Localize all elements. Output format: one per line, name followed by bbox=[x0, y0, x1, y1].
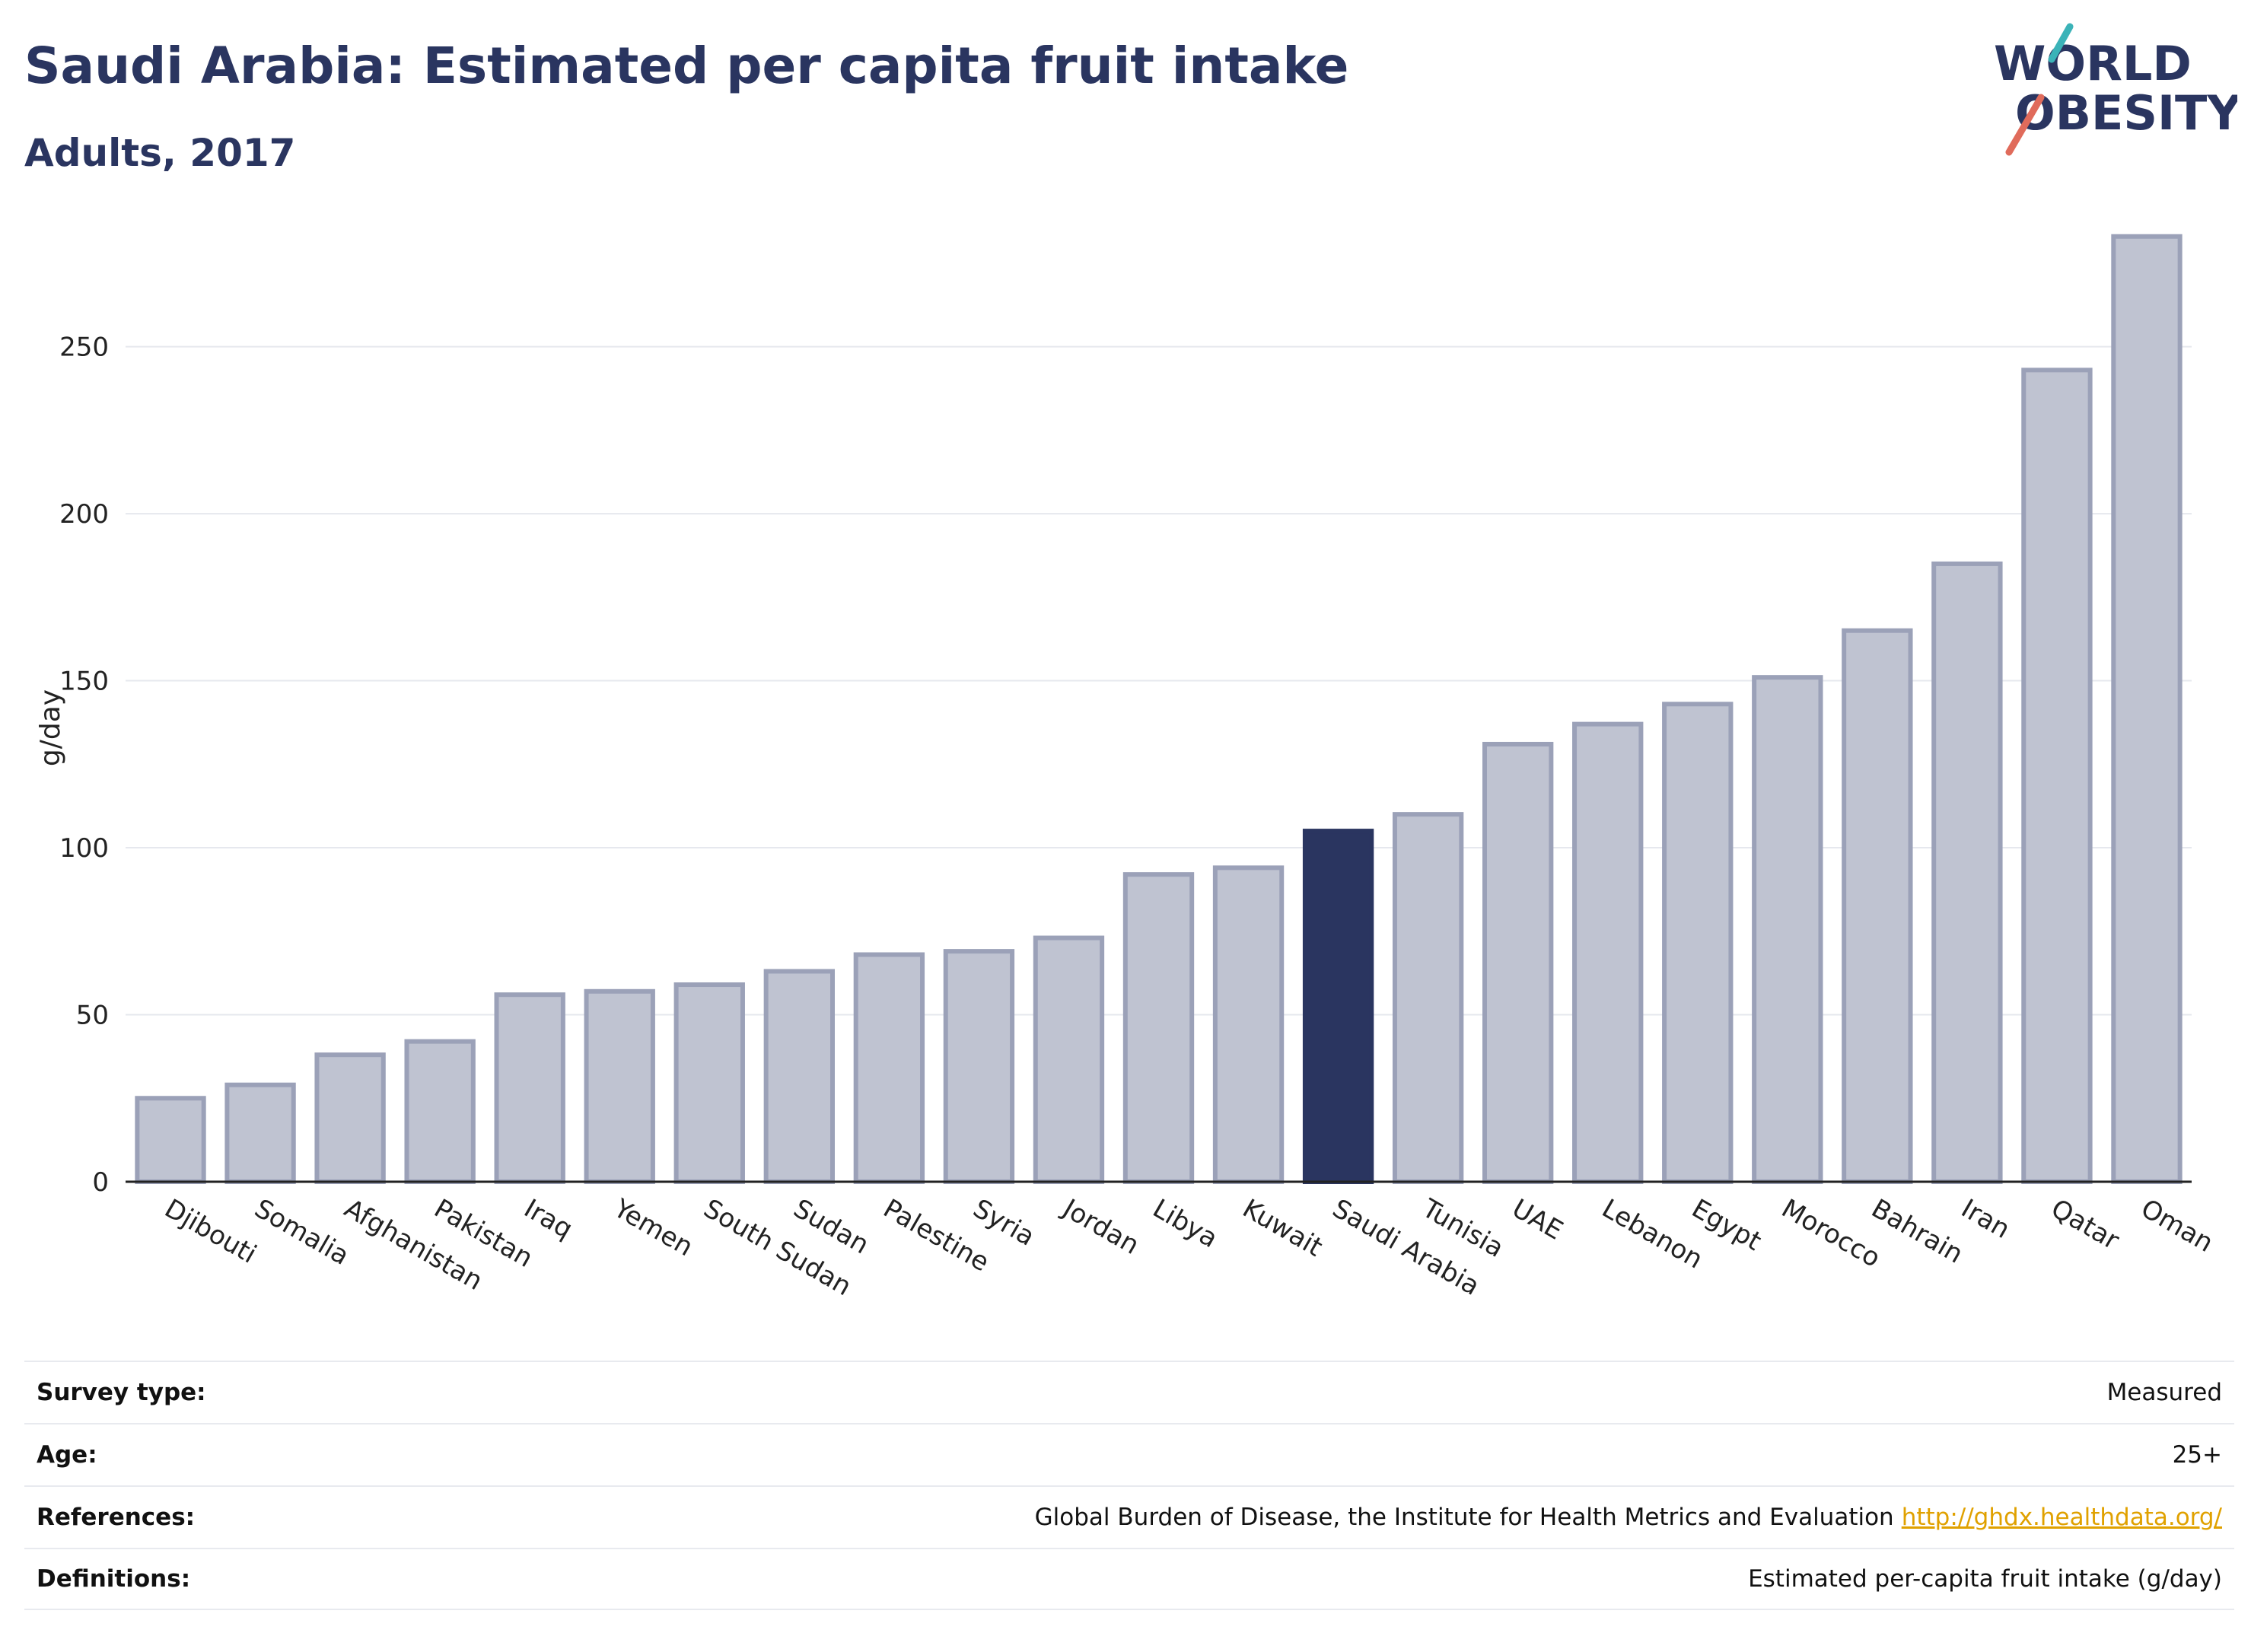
bars-layer bbox=[135, 234, 2183, 1185]
info-label: Survey type: bbox=[37, 1379, 206, 1406]
x-tick-label: Jordan bbox=[1056, 1192, 1144, 1261]
x-tick-label: Iran bbox=[1956, 1193, 2014, 1245]
y-tick-label: 200 bbox=[59, 499, 109, 530]
x-tick-label: Iraq bbox=[519, 1193, 578, 1245]
bar bbox=[2021, 368, 2093, 1184]
x-tick-label: Kuwait bbox=[1237, 1193, 1327, 1262]
bar bbox=[1122, 872, 1195, 1184]
bar bbox=[943, 949, 1015, 1184]
svg-text:WORLD: WORLD bbox=[1994, 36, 2192, 91]
info-value: Estimated per-capita fruit intake (g/day… bbox=[1748, 1565, 2222, 1593]
bar bbox=[224, 1082, 296, 1184]
bar-chart: 0 50 100 150 200 250 DjiboutiSomaliaAfghanist… bbox=[35, 234, 2219, 1302]
info-value: Global Burden of Disease, the Institute … bbox=[1034, 1504, 2222, 1531]
info-value: 25+ bbox=[2172, 1441, 2222, 1469]
x-tick-label: UAE bbox=[1507, 1193, 1568, 1246]
y-tick-label: 100 bbox=[59, 833, 109, 864]
bar bbox=[404, 1039, 476, 1185]
bar bbox=[853, 952, 925, 1184]
bar bbox=[1662, 702, 1734, 1184]
bar bbox=[1842, 628, 1913, 1184]
bar bbox=[673, 982, 745, 1185]
svg-text:OBESITY: OBESITY bbox=[2015, 85, 2237, 141]
info-row-age: Age: 25+ bbox=[24, 1423, 2234, 1485]
y-axis-title: g/day bbox=[35, 689, 66, 766]
bar bbox=[2111, 234, 2183, 1185]
bar bbox=[1482, 741, 1554, 1184]
y-tick-labels: 0 50 100 150 200 250 bbox=[59, 333, 109, 1198]
info-row-definitions: Definitions: Estimated per-capita fruit … bbox=[24, 1548, 2234, 1610]
bar-highlighted bbox=[1302, 829, 1374, 1184]
y-tick-label: 50 bbox=[76, 1001, 109, 1031]
bar bbox=[1033, 935, 1105, 1184]
y-tick-label: 0 bbox=[92, 1167, 109, 1198]
bar bbox=[314, 1052, 386, 1185]
bar bbox=[1212, 865, 1285, 1185]
x-tick-label: Bahrain bbox=[1866, 1193, 1968, 1269]
x-tick-label: Oman bbox=[2135, 1193, 2218, 1259]
bar bbox=[763, 969, 836, 1185]
bar bbox=[1931, 561, 2003, 1184]
bar bbox=[1572, 721, 1644, 1184]
x-tick-label: Yemen bbox=[608, 1193, 699, 1263]
bar bbox=[584, 988, 655, 1185]
info-label: Definitions: bbox=[37, 1565, 191, 1593]
x-tick-label: Qatar bbox=[2046, 1193, 2124, 1256]
info-row-survey-type: Survey type: Measured bbox=[24, 1361, 2234, 1423]
x-tick-label: Somalia bbox=[250, 1193, 355, 1272]
bar bbox=[1752, 675, 1823, 1184]
x-tick-label: Morocco bbox=[1776, 1193, 1885, 1274]
chart-subtitle: Adults, 2017 bbox=[24, 131, 296, 175]
info-table: Survey type: Measured Age: 25+ Reference… bbox=[24, 1361, 2234, 1610]
chart-title: Saudi Arabia: Estimated per capita fruit… bbox=[24, 37, 1349, 95]
x-tick-label: Libya bbox=[1148, 1193, 1223, 1254]
bar bbox=[494, 992, 565, 1185]
x-tick-label: Lebanon bbox=[1597, 1193, 1708, 1275]
info-row-references: References: Global Burden of Disease, th… bbox=[24, 1485, 2234, 1548]
reference-link[interactable]: http://ghdx.healthdata.org/ bbox=[1901, 1504, 2222, 1531]
bar bbox=[135, 1096, 206, 1185]
info-value: Measured bbox=[2106, 1379, 2222, 1406]
bar bbox=[1392, 812, 1464, 1184]
x-tick-label: Djibouti bbox=[160, 1193, 262, 1270]
info-label: Age: bbox=[37, 1441, 97, 1469]
info-label: References: bbox=[37, 1504, 196, 1531]
y-tick-label: 250 bbox=[59, 333, 109, 363]
world-obesity-logo: WORLD OBESITY bbox=[1994, 23, 2237, 156]
y-tick-label: 150 bbox=[59, 667, 109, 697]
